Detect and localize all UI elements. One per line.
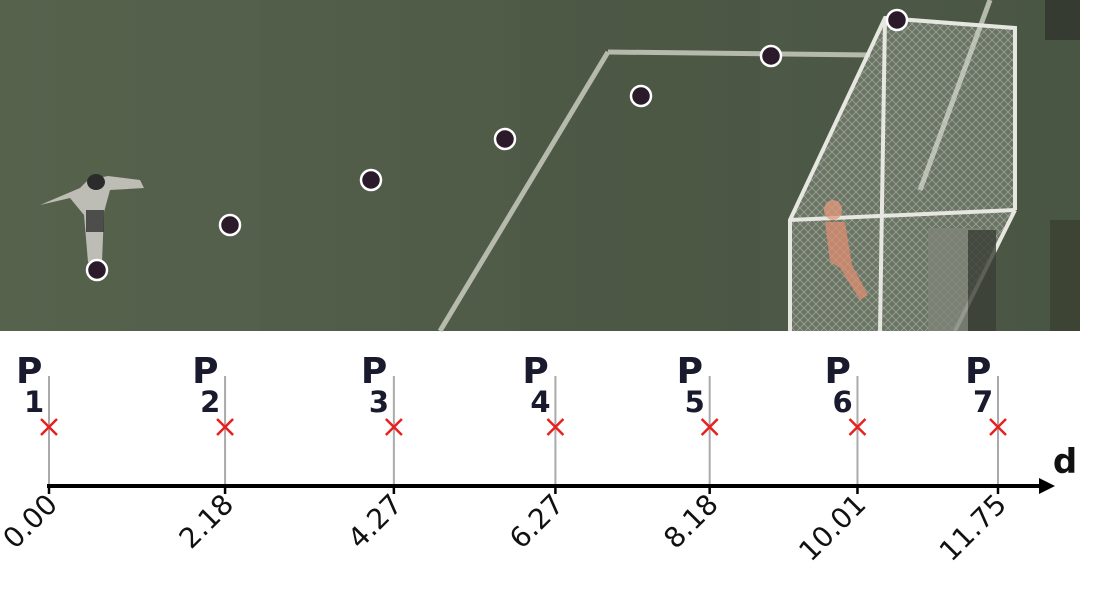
cross-marker-p1: [40, 418, 58, 436]
ball-point-7: [885, 8, 909, 32]
grass-stripe: [520, 0, 760, 331]
axis-arrowhead: [1039, 478, 1055, 494]
grass-stripe: [0, 0, 260, 331]
cross-marker-p2: [216, 418, 234, 436]
tick-label-5: 8.18: [657, 488, 724, 555]
sideline-equipment: [928, 0, 1080, 331]
ball-trajectory: [85, 8, 909, 282]
player-figure: [40, 174, 144, 262]
ball-point-6: [759, 44, 783, 68]
ball-point-5: [629, 84, 653, 108]
cross-marker-p5: [700, 418, 719, 436]
goalkeeper-figure: [824, 200, 868, 300]
tick-label-4: 6.27: [503, 488, 570, 555]
tick-label-6: 10.01: [792, 488, 872, 568]
ball-point-3: [359, 168, 383, 192]
tick-label-2: 2.18: [173, 488, 240, 555]
ball-point-1: [85, 258, 109, 282]
tick-label-3: 4.27: [341, 488, 408, 555]
cross-marker-p7: [989, 418, 1007, 436]
tick-label-7: 11.75: [933, 488, 1013, 568]
cross-marker-p4: [546, 418, 565, 436]
pitch-photo: [0, 0, 1080, 333]
ball-point-2: [218, 213, 242, 237]
axis-label-d: d: [1053, 442, 1077, 482]
distance-axis-diagram: d P 1 0.00 P 2 2.18 P 3 4.27 P 4 6.27 P 5 8.18 P 6 10.01 P 7…: [0, 351, 1077, 568]
tick-label-1: 0.00: [0, 488, 64, 555]
cross-marker-p3: [384, 418, 403, 436]
cross-marker-p6: [848, 418, 867, 436]
ball-point-4: [493, 127, 517, 151]
